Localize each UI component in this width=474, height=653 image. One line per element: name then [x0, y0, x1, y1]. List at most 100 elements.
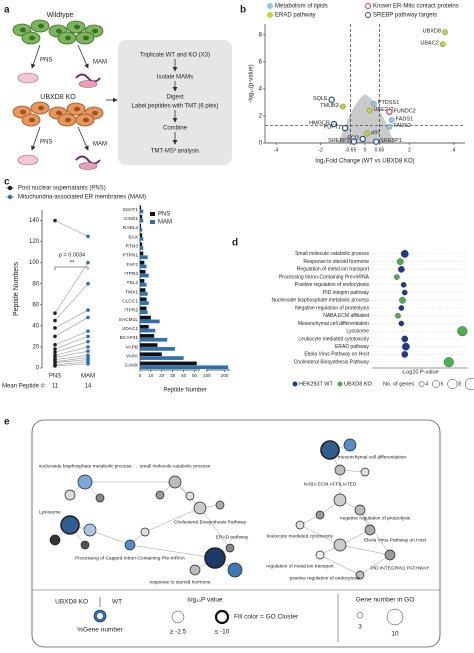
bar: [140, 242, 143, 247]
pair-line: [54, 350, 89, 358]
label: regulation of metal ion transport: [266, 563, 334, 569]
label: NABA ECM affiliated: [323, 313, 369, 319]
point: [86, 281, 90, 286]
label: -log₁₀(p-value): [249, 64, 255, 102]
label: SCD: [347, 135, 359, 141]
label: VAPA: [126, 354, 139, 360]
label: PID INTEGRIN1 PATHWAY: [371, 565, 431, 571]
label: Cholesterol Biosynthesis Pathway: [174, 519, 247, 525]
bar: [140, 310, 148, 315]
point: [86, 260, 90, 265]
label: 80: [32, 281, 39, 287]
panel-e-frame: [31, 419, 441, 648]
bar: [140, 301, 149, 305]
label: PTPN1: [123, 253, 139, 259]
node: [155, 490, 165, 500]
label: -0.65: [345, 147, 357, 153]
point: [53, 350, 57, 355]
size-legend-marker: [447, 378, 458, 390]
label: ≤ -10: [215, 629, 230, 636]
legend-node: [171, 610, 185, 624]
label: 40: [181, 373, 187, 378]
pair-line: [54, 361, 89, 366]
label: TBL2: [127, 280, 139, 286]
node: [204, 547, 226, 569]
label: negative regulation of proteolysis: [340, 515, 411, 521]
edge: [339, 544, 391, 556]
point: [53, 364, 57, 368]
arrow: [31, 44, 41, 69]
label: 6: [259, 59, 263, 65]
nucleus: [20, 27, 26, 33]
label: **: [70, 261, 75, 267]
label: ERAD pathway: [216, 534, 249, 540]
donut-hole: [97, 613, 103, 619]
node: [60, 515, 80, 535]
pair-line: [54, 317, 89, 337]
nucleus: [92, 110, 98, 116]
bar: [140, 365, 229, 370]
label: Digest: [166, 95, 183, 101]
node: [354, 504, 366, 516]
label: response to steroid hormone: [149, 579, 210, 585]
label: Lysosome: [39, 509, 61, 515]
label: Mean Peptide #:: [2, 384, 46, 390]
point: [86, 308, 90, 312]
label: Combine: [163, 126, 188, 132]
bar: [140, 273, 149, 278]
label: -2: [318, 147, 323, 153]
point: [53, 311, 57, 316]
label: Known ER-Mito contact proteins: [373, 4, 459, 10]
bar: [140, 279, 145, 283]
label: Gene number in GO: [356, 597, 415, 604]
edge: [359, 509, 391, 556]
label: 6: [441, 381, 444, 387]
bar: [140, 292, 148, 296]
label: MAM: [93, 142, 107, 148]
label: 8: [458, 381, 461, 387]
label: Regulation of metal ion transport: [297, 267, 370, 273]
label: positive regulation of endocytosis: [290, 575, 361, 581]
label: 60: [32, 302, 39, 308]
point: [53, 326, 57, 330]
label: p = 0.0034: [59, 252, 85, 258]
legend-marker: [365, 3, 371, 9]
label: 10: [148, 373, 154, 378]
point: [372, 138, 380, 145]
node: [95, 493, 105, 503]
label: 4: [425, 381, 428, 387]
label: TMX1: [125, 289, 138, 295]
label: FAF2: [127, 262, 139, 268]
point: [86, 334, 90, 339]
label: leukocyte mediated cytotoxicity: [267, 533, 334, 539]
label: c: [4, 177, 10, 188]
label: PNS: [158, 212, 170, 218]
bar: [140, 214, 143, 219]
label: -4: [274, 147, 279, 153]
label: 20: [159, 373, 165, 378]
pair-line: [54, 355, 89, 360]
nucleus: [83, 35, 89, 41]
pns-fraction: [17, 154, 39, 166]
label: 0.65: [375, 147, 385, 153]
label: TMT-MS³ analysis: [151, 149, 199, 155]
label: ITPR3: [124, 271, 138, 277]
label: Negative regulation of proteolysis: [295, 305, 369, 311]
bar: [140, 205, 142, 210]
bar: [140, 337, 168, 342]
point: [53, 318, 57, 323]
label: TMUB2: [320, 103, 339, 109]
node: [193, 501, 207, 515]
label: MAM: [158, 220, 172, 226]
label: RTN3: [126, 244, 139, 250]
label: Positive regulation of endocytosis: [295, 282, 370, 288]
dot: [398, 320, 405, 327]
size-legend-marker: [418, 381, 425, 387]
nucleus: [65, 117, 71, 123]
bar: [140, 218, 144, 223]
label: UBE2J2: [373, 107, 393, 113]
label: MAM: [81, 374, 95, 380]
pair-line: [54, 283, 89, 321]
label: nucleoside bisphosphate metabolic proces…: [39, 463, 132, 469]
node: [334, 464, 346, 476]
